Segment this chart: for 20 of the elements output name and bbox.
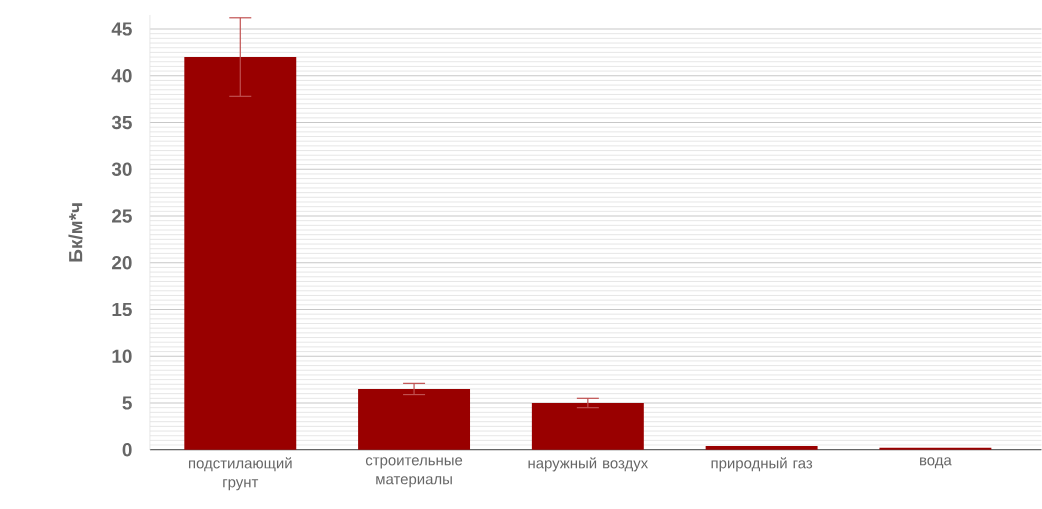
y-tick-label: 40 <box>111 69 132 83</box>
bar <box>184 57 297 450</box>
y-tick-label: 45 <box>111 22 132 36</box>
y-axis-title: Бк/м*ч <box>68 203 83 262</box>
y-tick-label: 0 <box>122 443 132 457</box>
bar <box>358 389 471 450</box>
y-tick-label: 35 <box>111 115 132 130</box>
y-tick-label: 15 <box>112 303 132 317</box>
x-tick-label: вода <box>920 457 952 469</box>
y-tick-label: 30 <box>111 162 132 177</box>
y-tick-label: 5 <box>122 396 132 410</box>
y-tick-label: 20 <box>112 256 132 270</box>
x-tick-label: подстилающий грунт <box>189 457 292 491</box>
bar <box>705 446 818 450</box>
x-tick-label: природный газ <box>711 457 813 472</box>
y-tick-label: 10 <box>112 349 132 364</box>
bar <box>531 403 644 450</box>
y-tick-label: 25 <box>112 209 132 223</box>
x-tick-label: строительные материалы <box>365 457 463 488</box>
x-tick-label: наружный воздух <box>528 457 649 472</box>
